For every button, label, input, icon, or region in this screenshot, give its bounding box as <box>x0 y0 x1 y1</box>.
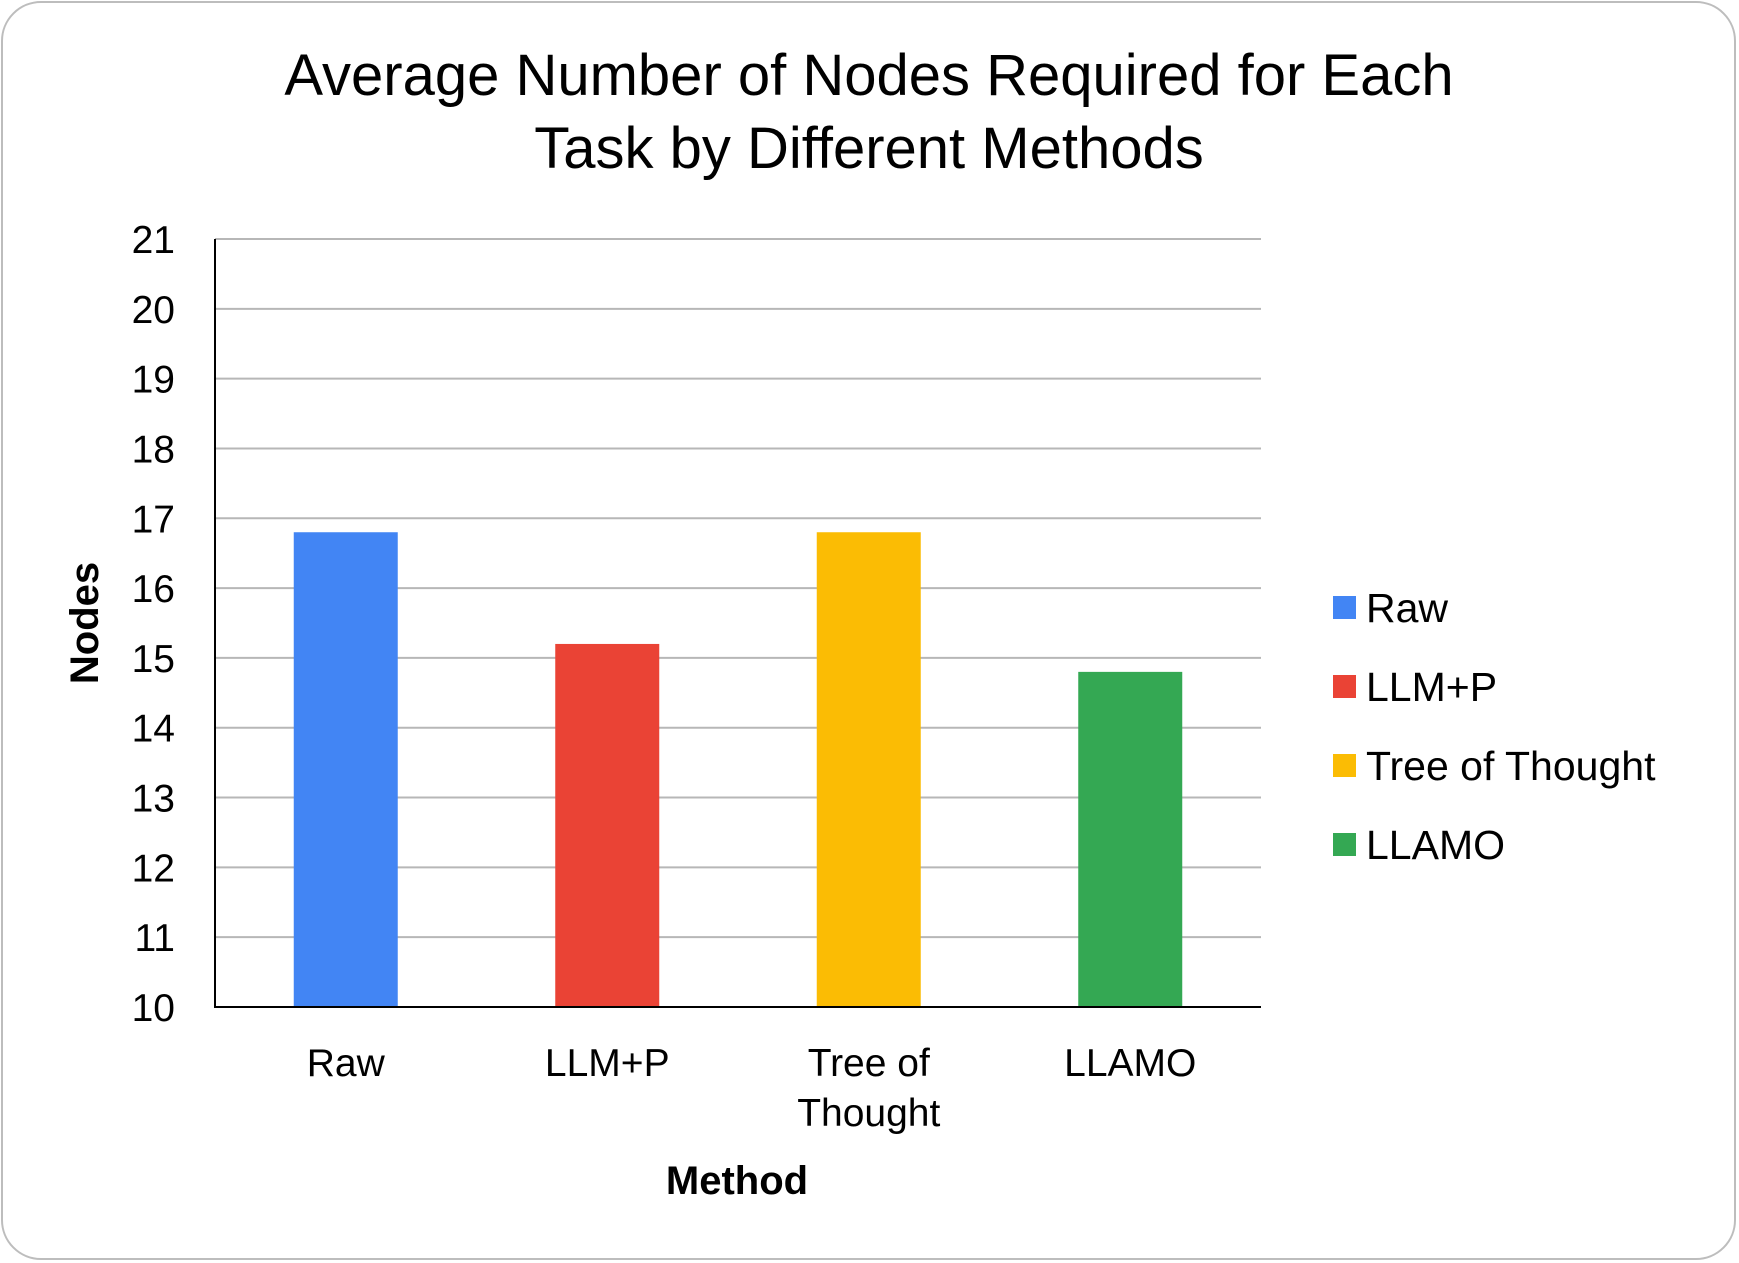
y-tick-label: 11 <box>135 917 176 960</box>
x-tick-label: Raw <box>307 1042 386 1085</box>
y-tick-label: 13 <box>132 778 175 821</box>
y-tick-label: 16 <box>132 568 175 611</box>
y-tick-label: 12 <box>132 847 175 890</box>
y-tick-label: 20 <box>132 289 175 332</box>
x-tick-label: LLAMO <box>1064 1042 1196 1085</box>
y-tick-label: 19 <box>132 359 175 402</box>
legend-label: Raw <box>1366 585 1448 631</box>
legend-label: Tree of Thought <box>1366 743 1656 789</box>
y-tick-label: 21 <box>132 219 175 262</box>
y-tick-label: 18 <box>132 428 175 471</box>
y-axis-title: Nodes <box>63 562 107 684</box>
bar <box>1078 671 1183 1007</box>
y-tick-label: 14 <box>132 708 175 751</box>
legend-label: LLAMO <box>1366 822 1505 868</box>
bar <box>816 532 921 1007</box>
legend-swatch <box>1333 596 1356 619</box>
legend: Raw LLM+P Tree of Thought LLAMO <box>1333 585 1656 868</box>
legend-label: LLM+P <box>1366 664 1497 710</box>
y-tick-label: 17 <box>132 498 175 541</box>
chart-title: Average Number of Nodes Required for Eac… <box>284 43 1453 181</box>
y-tick-label: 15 <box>132 638 175 681</box>
x-tick-label: Tree of <box>808 1042 930 1085</box>
legend-swatch <box>1333 754 1356 777</box>
x-tick-label: Thought <box>797 1092 940 1135</box>
legend-swatch <box>1333 675 1356 698</box>
chart-title-line: Average Number of Nodes Required for Eac… <box>284 43 1453 108</box>
y-tick-label: 10 <box>132 987 175 1030</box>
bar <box>555 643 660 1007</box>
y-tick-labels: 10 11 12 13 14 15 16 17 18 19 20 21 <box>132 219 175 1030</box>
legend-swatch <box>1333 833 1356 856</box>
x-axis-title: Method <box>666 1159 808 1203</box>
x-tick-label: LLM+P <box>545 1042 670 1085</box>
chart-title-line: Task by Different Methods <box>534 116 1203 181</box>
bar <box>293 532 398 1007</box>
axes <box>214 239 1261 1008</box>
bars <box>293 532 1183 1007</box>
x-tick-labels: Raw LLM+P Tree of Thought LLAMO <box>307 1042 1197 1135</box>
